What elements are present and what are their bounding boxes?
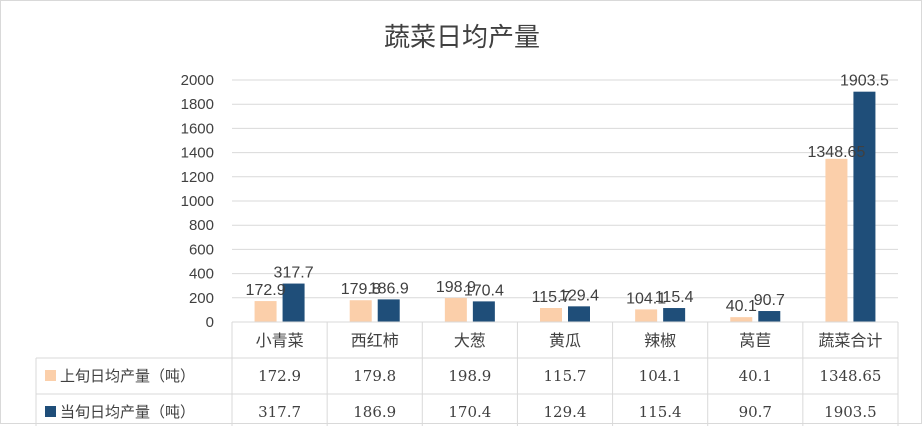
table-cell: 186.9 [353,403,396,421]
data-label: 1903.5 [840,73,889,90]
table-cell: 115.7 [544,367,587,385]
table-cell: 104.1 [639,367,682,385]
table-cell: 40.1 [739,367,772,385]
table-cell: 1903.5 [824,403,877,421]
data-label: 198.9 [436,279,476,296]
y-tick-label: 1000 [181,193,214,210]
data-label: 179.8 [341,281,381,298]
y-tick-label: 600 [189,241,214,258]
y-tick-label: 1600 [181,120,214,137]
data-label: 115.7 [532,289,571,306]
y-tick-label: 200 [189,290,214,307]
legend-key [45,370,56,381]
table-cell: 115.4 [639,403,682,421]
bar [444,297,467,322]
y-tick-label: 400 [189,266,214,283]
y-tick-label: 1200 [181,169,214,186]
bars [254,91,876,322]
y-tick-label: 800 [189,217,214,234]
bar [254,301,277,322]
series-name: 上旬日均产量（吨） [60,367,195,385]
bar [730,317,753,322]
legend-key [45,406,56,417]
category-label: 莴苣 [739,331,771,350]
data-label: 1348.65 [808,144,866,161]
bar [825,158,848,322]
data-label: 115.4 [655,289,694,306]
bar [758,311,781,322]
data-label: 90.7 [754,292,785,309]
bar [349,300,372,322]
bar [282,283,305,322]
data-label: 172.9 [246,282,286,299]
table-cell: 317.7 [258,403,301,421]
category-label: 西红柿 [351,331,399,350]
data-label: 40.1 [726,298,757,315]
grid [232,79,898,299]
category-label: 小青菜 [256,331,304,350]
table-cell: 170.4 [448,403,491,421]
data-label: 170.4 [464,282,504,299]
data-label: 104.1 [626,290,666,307]
y-tick-label: 1800 [181,96,214,113]
category-label: 黄瓜 [549,331,581,350]
table-cell: 1348.65 [819,367,881,385]
bar [377,299,400,322]
y-tick-label: 1400 [181,145,214,162]
data-label: 317.7 [274,265,314,282]
table-cell: 129.4 [544,403,587,421]
bar [472,301,495,322]
table-cell: 179.8 [353,367,396,385]
series-name: 当旬日均产量（吨） [60,403,195,421]
bar [853,91,876,322]
table-cell: 172.9 [258,367,301,385]
bar [568,306,590,322]
table-cell: 198.9 [448,367,491,385]
table-cell: 90.7 [739,403,772,421]
bar [663,308,686,322]
bar [635,309,658,322]
category-label: 蔬菜合计 [818,331,882,350]
y-tick-label: 0 [206,314,214,331]
data-label: 129.4 [559,287,599,304]
category-label: 辣椒 [644,331,676,350]
y-axis: 0 200 400 600 800 1000 1200 1400 1600 1800 2000 [181,72,214,331]
bar [540,308,562,322]
data-label: 186.9 [369,280,409,297]
chart-title: 蔬菜日均产量 [384,23,540,53]
y-tick-label: 2000 [181,72,214,89]
category-label: 大葱 [454,331,486,350]
